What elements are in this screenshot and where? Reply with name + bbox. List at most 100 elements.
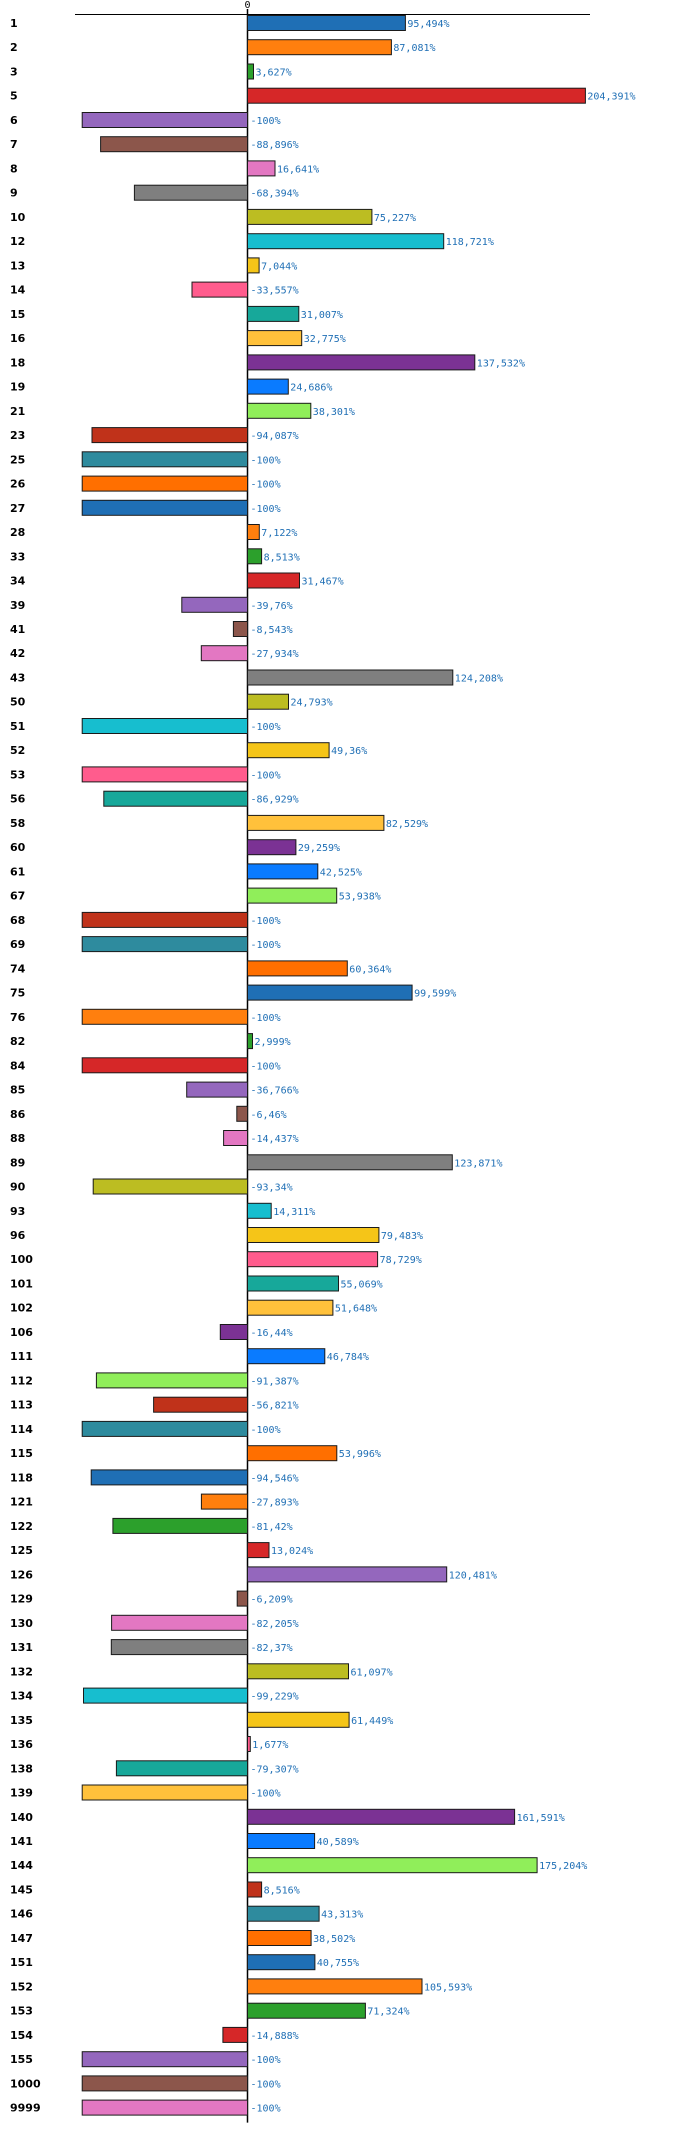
value-label-43: 124,208% — [455, 674, 503, 685]
value-label-130: -82,205% — [251, 1619, 299, 1630]
value-label-74: 60,364% — [349, 964, 391, 975]
value-label-14: -33,557% — [251, 286, 299, 297]
category-label-1: 1 — [10, 17, 18, 30]
value-label-96: 79,483% — [381, 1231, 423, 1242]
bar-51 — [81, 718, 248, 734]
value-label-139: -100% — [251, 1789, 281, 1800]
category-label-134: 134 — [10, 1690, 33, 1703]
bar-33 — [247, 548, 263, 565]
bar-138 — [115, 1760, 249, 1777]
bar-2 — [247, 39, 392, 56]
bar-3 — [247, 63, 254, 80]
category-label-26: 26 — [10, 478, 26, 491]
value-label-25: -100% — [251, 455, 281, 466]
value-label-13: 7,044% — [261, 261, 297, 272]
value-label-15: 31,007% — [301, 310, 343, 321]
category-label-68: 68 — [10, 914, 25, 927]
bar-114 — [81, 1420, 248, 1437]
bar-89 — [247, 1154, 453, 1171]
value-label-27: -100% — [251, 504, 281, 515]
bar-151 — [247, 1954, 316, 1971]
value-label-69: -100% — [251, 940, 281, 951]
category-label-18: 18 — [10, 356, 25, 369]
value-label-34: 31,467% — [302, 577, 344, 588]
value-label-147: 38,502% — [313, 1934, 355, 1945]
bar-154 — [222, 2026, 248, 2043]
category-label-112: 112 — [10, 1374, 33, 1387]
value-label-21: 38,301% — [313, 407, 355, 418]
value-label-53: -100% — [251, 770, 281, 781]
bar-27 — [81, 499, 248, 516]
bar-136 — [247, 1736, 251, 1752]
value-label-76: -100% — [251, 1013, 281, 1024]
value-label-113: -56,821% — [251, 1401, 299, 1412]
category-label-34: 34 — [10, 575, 26, 588]
category-label-28: 28 — [10, 526, 25, 539]
value-label-6: -100% — [251, 116, 281, 127]
bar-125 — [247, 1542, 270, 1559]
category-label-21: 21 — [10, 405, 25, 418]
value-label-115: 53,996% — [339, 1449, 381, 1460]
category-label-113: 113 — [10, 1399, 33, 1412]
bar-115 — [247, 1445, 338, 1462]
bar-41 — [232, 621, 248, 637]
category-label-115: 115 — [10, 1447, 33, 1460]
category-label-152: 152 — [10, 1980, 33, 1993]
bar-141 — [247, 1833, 316, 1849]
value-label-33: 8,513% — [264, 552, 300, 563]
value-label-12: 118,721% — [446, 237, 494, 248]
value-label-16: 32,775% — [304, 334, 346, 345]
bar-145 — [247, 1881, 263, 1898]
category-label-139: 139 — [10, 1787, 33, 1800]
bar-19 — [247, 378, 289, 395]
value-label-86: -6,46% — [251, 1110, 287, 1121]
value-label-61: 42,525% — [320, 867, 362, 878]
category-label-13: 13 — [10, 259, 25, 272]
bar-101 — [247, 1275, 339, 1292]
value-label-145: 8,516% — [264, 1886, 300, 1897]
value-label-26: -100% — [251, 480, 281, 491]
value-label-131: -82,37% — [251, 1643, 293, 1654]
category-label-154: 154 — [10, 2029, 33, 2042]
category-label-111: 111 — [10, 1350, 33, 1363]
bar-56 — [103, 790, 248, 807]
value-label-152: 105,593% — [424, 1982, 472, 1993]
category-label-33: 33 — [10, 550, 25, 563]
value-label-19: 24,686% — [290, 383, 332, 394]
bar-146 — [247, 1905, 320, 1922]
category-label-52: 52 — [10, 744, 25, 757]
category-label-75: 75 — [10, 987, 25, 1000]
category-label-147: 147 — [10, 1932, 33, 1945]
value-label-67: 53,938% — [339, 892, 381, 903]
category-label-135: 135 — [10, 1714, 33, 1727]
value-label-111: 46,784% — [327, 1352, 369, 1363]
bar-69 — [81, 936, 248, 953]
value-label-84: -100% — [251, 1061, 281, 1072]
bar-14 — [191, 281, 248, 298]
category-label-114: 114 — [10, 1423, 33, 1436]
value-label-118: -94,546% — [251, 1473, 299, 1484]
category-label-10: 10 — [10, 211, 26, 224]
bar-23 — [91, 427, 248, 444]
zero-tick-label: 0 — [244, 0, 250, 11]
bar-88 — [223, 1130, 249, 1146]
bar-39 — [181, 596, 248, 613]
value-label-28: 7,122% — [261, 528, 297, 539]
bar-18 — [247, 354, 476, 371]
category-label-14: 14 — [10, 284, 26, 297]
category-label-53: 53 — [10, 768, 25, 781]
bar-1000 — [81, 2075, 248, 2092]
value-label-60: 29,259% — [298, 843, 340, 854]
value-label-88: -14,437% — [251, 1134, 299, 1145]
bar-28 — [247, 524, 260, 540]
value-label-82: 2,999% — [255, 1037, 291, 1048]
value-label-9999: -100% — [251, 2104, 281, 2115]
bar-130 — [111, 1614, 248, 1631]
category-label-130: 130 — [10, 1617, 33, 1630]
category-label-131: 131 — [10, 1641, 33, 1654]
value-label-112: -91,387% — [251, 1376, 299, 1387]
category-label-106: 106 — [10, 1326, 33, 1339]
bar-147 — [247, 1930, 312, 1946]
bar-61 — [247, 863, 319, 880]
bar-111 — [247, 1348, 326, 1365]
